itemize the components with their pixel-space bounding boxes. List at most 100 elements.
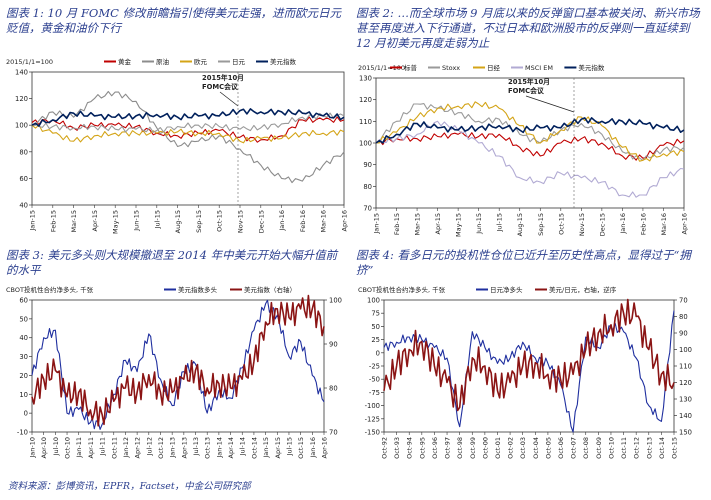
x-tick-label: Oct-15	[557, 213, 565, 235]
source-note: 资料来源：彭博资讯，EPFR，Factset，中金公司研究部	[8, 481, 251, 492]
x-tick-label: Oct-04	[532, 437, 540, 459]
panel-4-title: 图表 4: 看多日元的投机性仓位已近升至历史性高点，显得过于“拥挤”	[356, 248, 691, 277]
panel-1-title: 图表 1: 10 月 FOMC 修改前瞻指引使得美元走强，进而欧元日元贬值，黄金…	[6, 6, 342, 35]
plot-frame	[31, 71, 345, 206]
x-tick-label: May-15	[455, 213, 463, 237]
x-tick-label: Oct-10	[64, 437, 72, 459]
x-tick-label: Apr-11	[87, 437, 95, 458]
x-tick-label: Oct-93	[393, 437, 401, 459]
x-tick-label: Nov-15	[578, 213, 586, 236]
y-tick-label: 25	[371, 336, 380, 344]
series-line	[31, 116, 345, 143]
legend-label: 日经	[487, 63, 501, 72]
y2-tick-label: 70	[679, 297, 688, 305]
legend-label: 日元	[232, 58, 246, 66]
legend-label: MSCI EM	[525, 64, 553, 72]
x-tick-label: Jan-13	[169, 437, 177, 459]
x-tick-label: Jun-15	[133, 210, 141, 232]
x-tick-label: Jan-15	[373, 213, 381, 235]
x-tick-label: Sep-15	[537, 213, 545, 236]
chart-1: 2015/1/1=100 40 60 80 100 120 140 Jan-15 Feb-15 M…	[6, 57, 349, 234]
legend-label: 美元指数（右轴）	[244, 285, 296, 294]
x-tick-label: Apr-14	[227, 437, 235, 458]
y-tick-label: 30	[19, 353, 28, 361]
x-tick-label: Jan-16	[619, 213, 627, 235]
y-tick-label: 70	[363, 205, 372, 213]
y2-tick-label: 100	[329, 297, 342, 305]
y-tick-label: -125	[365, 415, 380, 423]
x-tick-label: Jan-10	[29, 437, 37, 459]
legend-label: 美元指数	[578, 63, 605, 72]
legend-label: 美元/日元，右轴，逆序	[549, 285, 617, 294]
x-tick-label: Oct-99	[469, 437, 477, 459]
series-line	[375, 120, 685, 198]
y-tick-label: -50	[369, 376, 380, 384]
y2-tick-label: 90	[679, 330, 688, 338]
x-tick-label: Feb-16	[639, 213, 647, 235]
x-tick-label: Apr-15	[434, 213, 442, 234]
legend-label: 美元指数	[270, 57, 297, 66]
chart-panel-4: 图表 4: 看多日元的投机性仓位已近升至历史性高点，显得过于“拥挤” CBOT投…	[356, 248, 708, 476]
y2-tick-label: 80	[329, 385, 338, 393]
y-tick-label: 130	[359, 75, 372, 83]
x-tick-label: Jul-15	[285, 437, 293, 456]
y-tick-label: 110	[359, 118, 372, 126]
x-tick-label: Mar-15	[414, 213, 422, 235]
annotation-label: FOMC会议	[202, 82, 238, 91]
y2-tick-label: 130	[679, 396, 692, 404]
series-line	[32, 90, 345, 184]
legend-label: 标普	[404, 63, 418, 72]
y2-tick-label: 70	[329, 429, 338, 437]
x-tick-label: Aug-15	[516, 213, 524, 236]
y-tick-label: 100	[367, 297, 380, 305]
x-tick-label: Oct-11	[620, 437, 628, 459]
y-tick-label: 100	[15, 122, 28, 130]
chart-3: CBOT投机性合约净多头, 千张 -10 0 10 20 30 40 50 60 70 80 90 10…	[6, 285, 342, 459]
x-tick-label: Oct-13	[204, 437, 212, 459]
x-tick-label: Oct-14	[250, 437, 258, 459]
x-tick-label: Jul-15	[153, 210, 161, 229]
x-tick-label: Oct-02	[507, 437, 515, 459]
x-tick-label: Apr-15	[274, 437, 282, 458]
chart-panel-1: 图表 1: 10 月 FOMC 修改前瞻指引使得美元走强，进而欧元日元贬值，黄金…	[4, 6, 354, 244]
x-tick-label: Jul-12	[145, 437, 153, 456]
x-tick-label: Oct-03	[519, 437, 527, 459]
x-tick-label: Oct-96	[431, 437, 439, 459]
chart-panel-2: 图表 2: …而全球市场 9 月底以来的反弹窗口基本被关闭、新兴市场甚至再度进入…	[356, 6, 708, 244]
x-tick-label: Oct-00	[481, 437, 489, 459]
x-tick-label: Aug-15	[174, 210, 182, 233]
x-tick-label: Apr-12	[134, 437, 142, 458]
y-tick-label: 80	[363, 183, 372, 191]
panel-3-title: 图表 3: 美元多头则大规模撤退至 2014 年中美元开始大幅升值前的水平	[6, 248, 338, 277]
x-tick-label: Oct-07	[570, 437, 578, 459]
y2-tick-label: 120	[679, 379, 692, 387]
y-tick-label: 120	[15, 95, 28, 103]
y2-tick-label: 100	[679, 346, 692, 354]
x-tick-label: Jan-16	[278, 210, 286, 232]
series-line	[375, 103, 685, 161]
x-tick-label: Mar-15	[70, 210, 78, 232]
x-tick-label: Oct-12	[157, 437, 165, 459]
x-tick-label: Dec-15	[257, 210, 265, 233]
legend-label: 黄金	[118, 57, 132, 66]
y-tick-label: 40	[19, 334, 28, 342]
x-tick-label: Jan-15	[29, 210, 37, 232]
x-tick-label: Jul-10	[52, 437, 60, 456]
series-line	[383, 298, 675, 412]
y2-tick-label: 90	[329, 341, 338, 349]
x-tick-label: Oct-10	[607, 437, 615, 459]
y-tick-label: 60	[19, 297, 28, 305]
x-tick-label: Jul-11	[99, 437, 107, 456]
x-tick-label: Oct-15	[216, 210, 224, 232]
y2-tick-label: 140	[679, 412, 692, 420]
y-tick-label: -75	[369, 389, 380, 397]
series-line	[31, 124, 345, 144]
axis-corner-label: 2015/1/1=100	[6, 58, 53, 66]
x-tick-label: Jul-14	[239, 437, 247, 456]
axis-corner-label: 2015/1/1=100	[358, 64, 405, 72]
x-tick-label: Dec-15	[598, 213, 606, 236]
x-tick-label: Apr-16	[681, 213, 689, 234]
annotation-label: 2015年10月	[202, 73, 244, 82]
x-tick-label: Oct-06	[557, 437, 565, 459]
series-line	[31, 294, 325, 427]
